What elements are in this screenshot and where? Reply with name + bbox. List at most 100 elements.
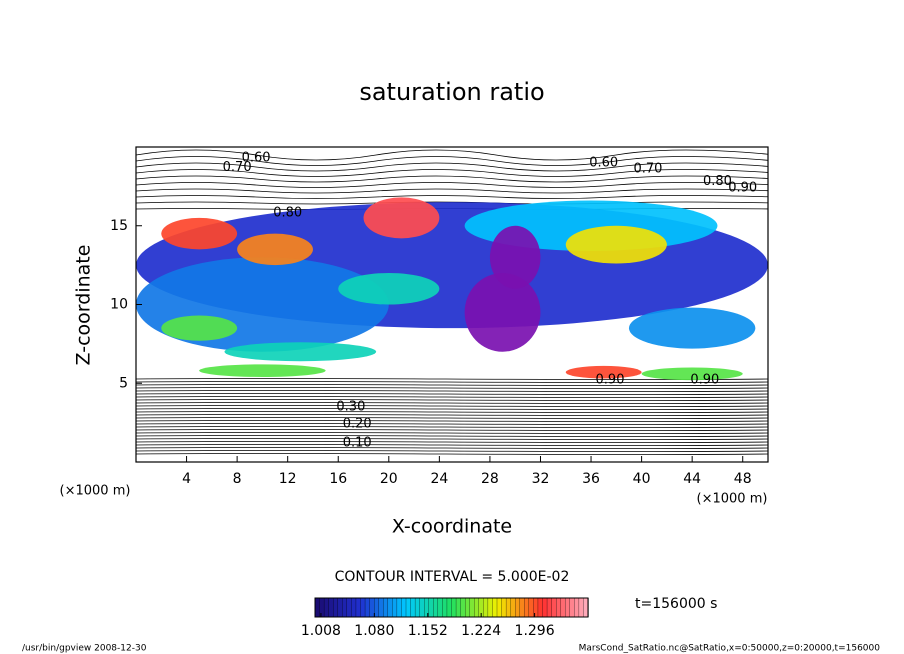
colorbar-tick-label: 1.224 <box>461 623 501 639</box>
chart-title: saturation ratio <box>359 78 544 106</box>
colorbar-cell <box>342 597 348 618</box>
colorbar-cell <box>346 597 353 618</box>
contour-line <box>136 408 768 410</box>
colorbar-cell <box>464 597 471 618</box>
contour-line <box>136 447 768 449</box>
contour-line <box>136 169 768 177</box>
contour-line <box>136 175 768 183</box>
colorbar-cell <box>419 597 425 618</box>
contour-label: 0.70 <box>633 162 662 177</box>
contour-line <box>136 402 768 404</box>
shaded-region <box>161 315 238 341</box>
contour-line <box>136 417 768 419</box>
contour-label: 0.60 <box>589 155 618 170</box>
contour-label: 0.10 <box>343 436 372 451</box>
shaded-region <box>641 367 743 381</box>
colorbar-cell <box>460 597 466 618</box>
contour-label: 0.30 <box>336 399 365 414</box>
colorbar-tick-label: 1.080 <box>354 623 394 639</box>
contour-line <box>136 396 768 398</box>
contour-line <box>136 426 768 428</box>
x-tick-label: 12 <box>279 471 297 487</box>
shaded-region <box>464 273 541 352</box>
contour-line <box>136 441 768 443</box>
contour-line <box>136 149 768 161</box>
colorbar-cell <box>469 597 475 618</box>
colorbar-cell <box>455 597 462 618</box>
contour-line <box>136 423 768 425</box>
colorbar-cell <box>483 597 489 618</box>
colorbar-cell <box>424 597 430 618</box>
colorbar-cell <box>337 597 343 618</box>
colorbar-cell <box>414 597 421 618</box>
contour-line <box>136 195 768 199</box>
time-label: t=156000 s <box>635 596 717 612</box>
colorbar-cell <box>405 597 412 618</box>
contour-line <box>136 420 768 422</box>
colorbar-cell <box>383 597 389 618</box>
colorbar-cell <box>474 597 480 618</box>
y-unit: (×1000 m) <box>60 484 131 499</box>
colorbar-cell <box>524 597 530 618</box>
colorbar-cell <box>537 597 544 618</box>
contour-line <box>136 188 768 194</box>
colorbar-cell <box>519 597 525 618</box>
contour-line <box>136 182 768 188</box>
footer-left: /usr/bin/gpview 2008-12-30 <box>22 644 147 654</box>
colorbar-cell <box>451 597 457 618</box>
colorbar-cell <box>560 597 566 618</box>
contour-line <box>136 384 768 386</box>
shaded-region <box>237 233 313 266</box>
colorbar-cell <box>442 597 448 618</box>
colorbar-cell <box>396 597 403 618</box>
colorbar-cell <box>378 597 384 618</box>
shaded-region <box>363 197 440 239</box>
contour-label: 0.60 <box>242 151 271 166</box>
x-tick-label: 32 <box>532 471 550 487</box>
contour-line <box>136 432 768 434</box>
contour-label: 0.90 <box>728 180 757 195</box>
x-tick-label: 48 <box>734 471 752 487</box>
x-unit: (×1000 m) <box>697 492 768 507</box>
contour-line <box>136 444 768 446</box>
colorbar-cell <box>314 597 321 618</box>
footer-right: MarsCond_SatRatio.nc@SatRatio,x=0:50000,… <box>579 644 881 654</box>
colorbar-cell <box>392 597 398 618</box>
contour-line <box>136 399 768 401</box>
contour-line <box>136 414 768 416</box>
contour-interval: CONTOUR INTERVAL = 5.000E-02 <box>335 569 570 585</box>
colorbar-cell <box>387 597 393 618</box>
colorbar-cell <box>323 597 330 618</box>
contour-line <box>136 387 768 389</box>
x-tick-label: 44 <box>683 471 701 487</box>
colorbar-cell <box>578 597 585 618</box>
shaded-region <box>338 273 440 305</box>
contour-label: 0.90 <box>596 373 625 388</box>
contour-line <box>136 201 768 205</box>
contour-line <box>136 438 768 440</box>
x-tick-label: 24 <box>430 471 448 487</box>
colorbar-cell <box>319 597 325 618</box>
colorbar-cell <box>355 597 362 618</box>
contour-line <box>136 411 768 413</box>
colorbar-cell <box>410 597 416 618</box>
colorbar-cell <box>401 597 407 618</box>
contour-line <box>136 450 768 452</box>
shaded-region <box>628 307 756 349</box>
colorbar-tick-label: 1.008 <box>301 623 341 639</box>
colorbar-cell <box>428 597 434 618</box>
colorbar-frame <box>314 597 589 618</box>
shaded-region <box>489 225 541 289</box>
colorbar-cell <box>510 597 516 618</box>
contour-line <box>136 453 768 455</box>
colorbar-cell <box>351 597 357 618</box>
y-tick-label: 10 <box>110 297 128 313</box>
colorbar-cell <box>496 597 503 618</box>
colorbar-cell <box>528 597 535 618</box>
y-tick-label: 5 <box>119 375 128 391</box>
shaded-region <box>565 365 642 379</box>
contour-line <box>136 381 768 383</box>
x-tick-label: 16 <box>329 471 347 487</box>
colorbar-cell <box>446 597 453 618</box>
colorbar-cell <box>433 597 439 618</box>
